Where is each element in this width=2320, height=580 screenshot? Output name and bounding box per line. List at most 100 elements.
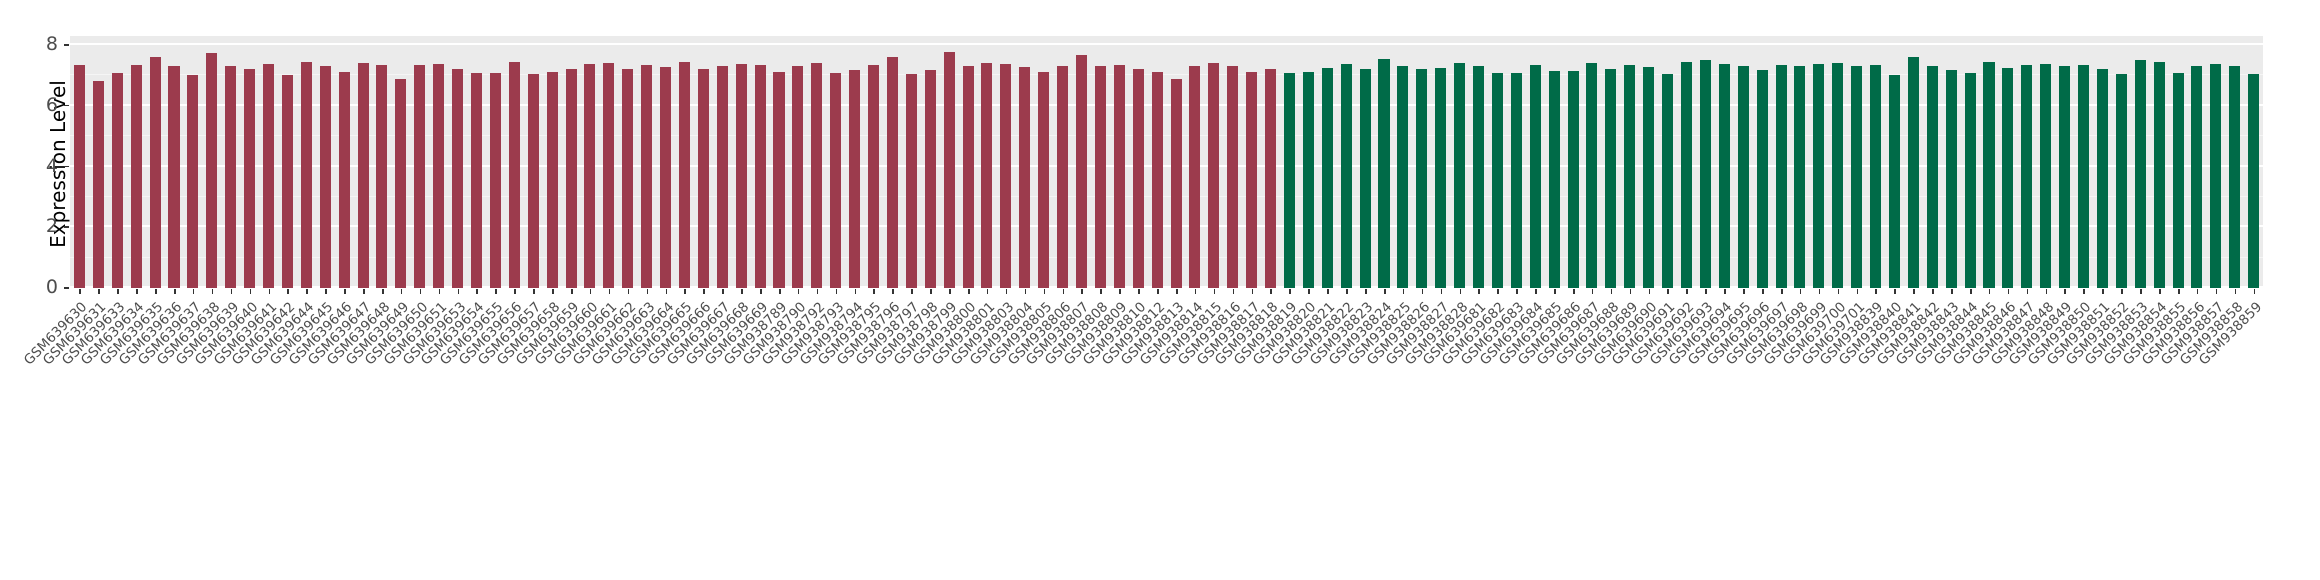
bar[interactable]	[508, 61, 520, 288]
bar[interactable]	[546, 72, 558, 288]
bar[interactable]	[943, 51, 955, 288]
bar[interactable]	[1151, 71, 1163, 288]
bar[interactable]	[868, 64, 880, 288]
bar[interactable]	[244, 68, 256, 288]
bar[interactable]	[1075, 54, 1087, 288]
bar[interactable]	[2002, 67, 2014, 288]
bar[interactable]	[641, 64, 653, 288]
bar[interactable]	[1019, 66, 1031, 288]
bar[interactable]	[1000, 63, 1012, 288]
bar[interactable]	[2115, 73, 2127, 288]
bar[interactable]	[2096, 68, 2108, 288]
bar[interactable]	[1094, 66, 1106, 288]
bar[interactable]	[1586, 62, 1598, 288]
bar[interactable]	[263, 63, 275, 288]
bar[interactable]	[92, 80, 104, 288]
bar[interactable]	[1302, 72, 1314, 288]
bar[interactable]	[603, 63, 615, 288]
bar[interactable]	[1624, 64, 1636, 288]
bar[interactable]	[1680, 61, 1692, 288]
bar[interactable]	[1265, 69, 1277, 288]
bar[interactable]	[2191, 65, 2203, 288]
bar[interactable]	[1737, 66, 1749, 288]
bar[interactable]	[1113, 64, 1125, 288]
bar[interactable]	[111, 73, 123, 288]
bar[interactable]	[1643, 66, 1655, 288]
bar[interactable]	[1416, 69, 1428, 288]
bar[interactable]	[1983, 61, 1995, 288]
bar[interactable]	[73, 64, 85, 288]
bar[interactable]	[1038, 71, 1050, 288]
bar[interactable]	[149, 56, 161, 288]
bar[interactable]	[811, 62, 823, 288]
bar[interactable]	[1567, 70, 1579, 288]
bar[interactable]	[1870, 64, 1882, 288]
bar[interactable]	[660, 66, 672, 288]
bar[interactable]	[1548, 70, 1560, 288]
bar[interactable]	[1321, 67, 1333, 288]
bar[interactable]	[300, 61, 312, 288]
bar[interactable]	[357, 63, 369, 288]
bar[interactable]	[2210, 63, 2222, 288]
bar[interactable]	[1832, 62, 1844, 288]
bar[interactable]	[1378, 58, 1390, 288]
bar[interactable]	[830, 73, 842, 288]
bar[interactable]	[2040, 63, 2052, 288]
bar[interactable]	[1605, 68, 1617, 288]
bar[interactable]	[187, 75, 199, 288]
bar[interactable]	[754, 64, 766, 288]
bar[interactable]	[414, 64, 426, 288]
bar[interactable]	[1227, 66, 1239, 288]
bar[interactable]	[1435, 67, 1447, 288]
bar[interactable]	[225, 66, 237, 288]
bar[interactable]	[1926, 65, 1938, 288]
bar[interactable]	[1718, 63, 1730, 288]
bar[interactable]	[1340, 63, 1352, 288]
bar[interactable]	[1397, 66, 1409, 288]
bar[interactable]	[1907, 56, 1919, 288]
bar[interactable]	[2078, 64, 2090, 288]
bar[interactable]	[1359, 68, 1371, 288]
bar[interactable]	[376, 64, 388, 288]
bar[interactable]	[678, 61, 690, 288]
bar[interactable]	[1189, 65, 1201, 288]
bar[interactable]	[489, 73, 501, 288]
bar[interactable]	[1888, 75, 1900, 288]
bar[interactable]	[1132, 68, 1144, 288]
bar[interactable]	[584, 63, 596, 288]
bar[interactable]	[2134, 59, 2146, 288]
bar[interactable]	[1529, 64, 1541, 288]
bar[interactable]	[773, 71, 785, 288]
bar[interactable]	[1756, 70, 1768, 288]
bar[interactable]	[735, 63, 747, 288]
bar[interactable]	[319, 65, 331, 288]
bar[interactable]	[1491, 73, 1503, 288]
bar[interactable]	[886, 57, 898, 288]
bar[interactable]	[2153, 61, 2165, 288]
bar[interactable]	[1964, 73, 1976, 288]
bar[interactable]	[1794, 66, 1806, 288]
bar[interactable]	[1473, 66, 1485, 288]
bar[interactable]	[1057, 66, 1069, 288]
bar[interactable]	[1208, 63, 1220, 288]
bar[interactable]	[2229, 66, 2241, 288]
bar[interactable]	[924, 70, 936, 288]
bar[interactable]	[849, 70, 861, 288]
bar[interactable]	[792, 66, 804, 288]
bar[interactable]	[1454, 63, 1466, 288]
bar[interactable]	[168, 66, 180, 288]
bar[interactable]	[452, 68, 464, 288]
bar[interactable]	[206, 52, 218, 288]
bar[interactable]	[1246, 72, 1258, 288]
bar[interactable]	[981, 62, 993, 288]
bar[interactable]	[1510, 73, 1522, 288]
bar[interactable]	[130, 64, 142, 288]
bar[interactable]	[527, 73, 539, 288]
bar[interactable]	[1945, 70, 1957, 288]
bar[interactable]	[716, 66, 728, 288]
bar[interactable]	[622, 69, 634, 288]
bar[interactable]	[433, 63, 445, 288]
bar[interactable]	[1851, 66, 1863, 288]
bar[interactable]	[2059, 66, 2071, 288]
bar[interactable]	[2248, 73, 2260, 288]
